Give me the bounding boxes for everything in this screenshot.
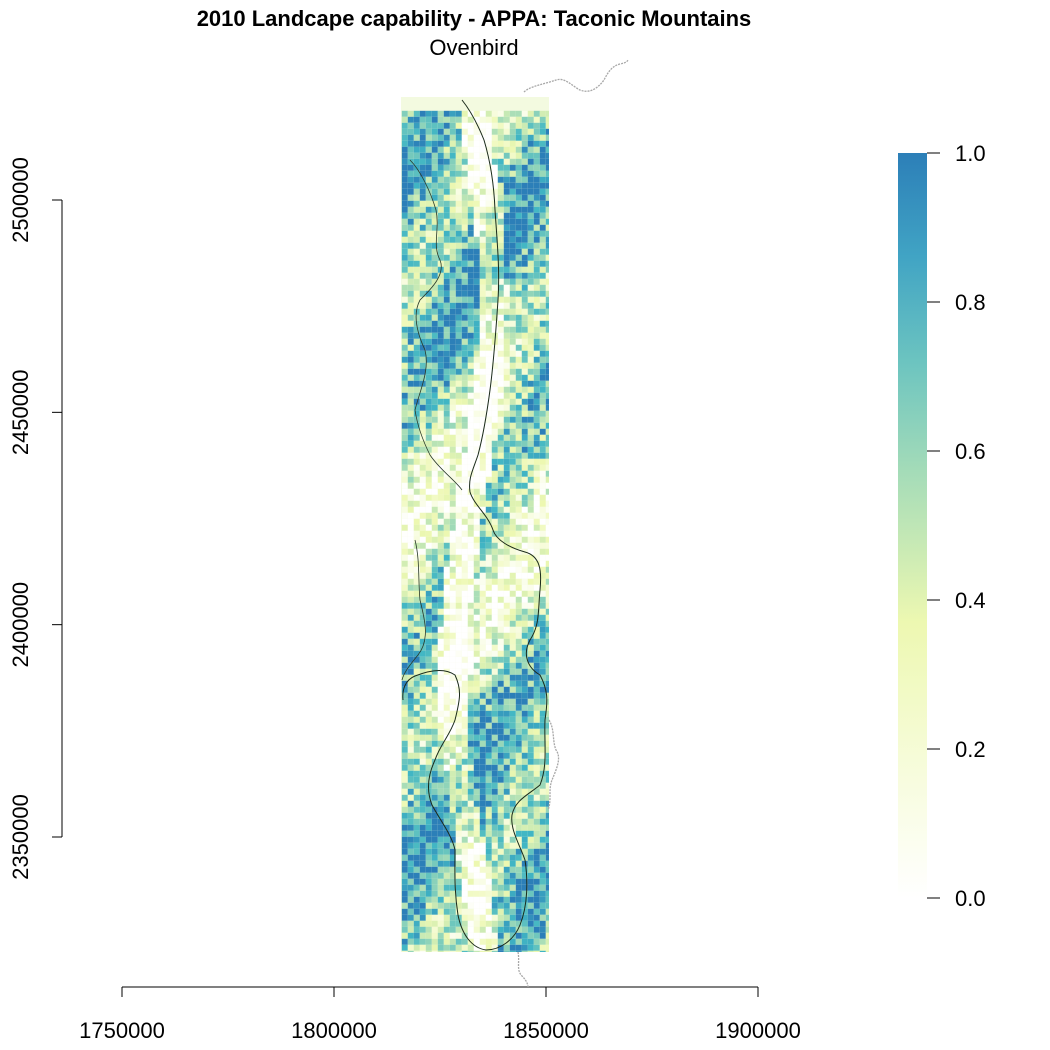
state-boundary-east (547, 719, 560, 811)
chart-title: 2010 Landcape capability - APPA: Taconic… (196, 6, 752, 31)
x-tick-label: 1850000 (503, 1018, 589, 1043)
capability-raster (401, 97, 549, 952)
legend-tick-label: 0.2 (955, 737, 986, 762)
legend-tick-label: 0.0 (955, 886, 986, 911)
y-tick-label: 2450000 (8, 370, 33, 456)
legend-tick-label: 0.6 (955, 439, 986, 464)
y-tick-label: 2500000 (8, 157, 33, 243)
x-tick-label: 1750000 (79, 1018, 165, 1043)
y-axis: 2350000 2400000 2450000 2500000 (8, 157, 63, 880)
x-tick-label: 1900000 (715, 1018, 801, 1043)
x-tick-label: 1800000 (291, 1018, 377, 1043)
y-tick-label: 2350000 (8, 794, 33, 880)
state-boundary-north (523, 59, 629, 93)
chart-subtitle: Ovenbird (429, 35, 519, 60)
state-boundary-south (517, 951, 529, 988)
legend-tick-label: 0.4 (955, 588, 986, 613)
legend-colorbar (898, 153, 927, 898)
x-axis: 1750000 1800000 1850000 1900000 (79, 986, 801, 1043)
inner-boundary-outline (401, 159, 463, 681)
color-legend: 0.0 0.2 0.4 0.6 0.8 1.0 (898, 141, 986, 911)
legend-tick-label: 1.0 (955, 141, 986, 166)
region-boundary-outline (402, 99, 548, 951)
y-tick-label: 2400000 (8, 582, 33, 668)
legend-tick-label: 0.8 (955, 290, 986, 315)
